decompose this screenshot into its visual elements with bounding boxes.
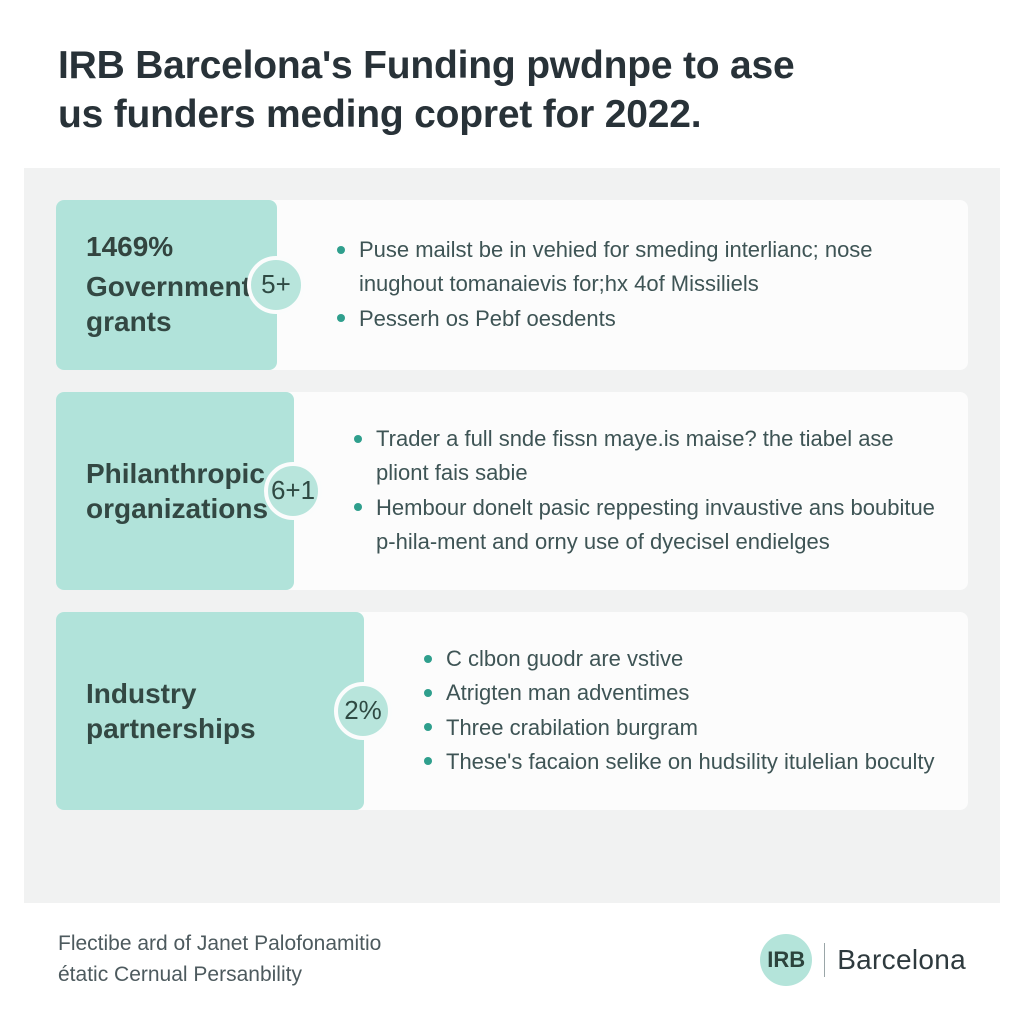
title-line-1: IRB Barcelona's Funding pwdnpe to ase xyxy=(58,44,794,87)
category-card-industry: Industry partnerships 2% xyxy=(56,612,364,810)
logo-divider xyxy=(824,943,825,977)
list-item: Hembour donelt pasic reppesting invausti… xyxy=(354,491,938,559)
page-title: IRB Barcelona's Funding pwdnpe to ase us… xyxy=(58,42,966,140)
category-badge: 5+ xyxy=(247,256,305,314)
bullet-list-industry: C clbon guodr are vstive Atrigten man ad… xyxy=(364,612,968,810)
footer: Flectibe ard of Janet Palofonamitio état… xyxy=(0,903,1024,1024)
bullet-list-philanthropic: Trader a full snde fissn maye.is maise? … xyxy=(294,392,968,590)
funding-row-government: 1469% Government grants 5+ Puse mailst b… xyxy=(56,200,968,370)
list-item: Three crabilation burgram xyxy=(424,711,938,745)
category-badge: 6+1 xyxy=(264,462,322,520)
category-card-government: 1469% Government grants 5+ xyxy=(56,200,277,370)
list-item: Trader a full snde fissn maye.is maise? … xyxy=(354,422,938,490)
category-percent: 1469% xyxy=(86,231,251,263)
category-label: Industry partnerships xyxy=(86,676,338,746)
list-item: Pesserh os Pebf oesdents xyxy=(337,302,938,336)
category-label: Government grants xyxy=(86,269,251,339)
logo-badge: IRB xyxy=(760,934,812,986)
title-line-2: us funders meding copret for 2022. xyxy=(58,93,701,136)
category-card-philanthropic: Philanthropic organizations 6+1 xyxy=(56,392,294,590)
funding-row-industry: Industry partnerships 2% C clbon guodr a… xyxy=(56,612,968,810)
list-item: Atrigten man adventimes xyxy=(424,676,938,710)
logo: IRB Barcelona xyxy=(760,934,966,986)
footer-caption: Flectibe ard of Janet Palofonamitio état… xyxy=(58,929,381,990)
funding-row-philanthropic: Philanthropic organizations 6+1 Trader a… xyxy=(56,392,968,590)
title-block: IRB Barcelona's Funding pwdnpe to ase us… xyxy=(0,0,1024,168)
category-label: Philanthropic organizations xyxy=(86,456,268,526)
list-item: These's facaion selike on hudsility itul… xyxy=(424,745,938,779)
funding-panel: 1469% Government grants 5+ Puse mailst b… xyxy=(24,168,1000,904)
bullet-list-government: Puse mailst be in vehied for smeding int… xyxy=(277,200,968,370)
logo-text: Barcelona xyxy=(837,944,966,976)
list-item: Puse mailst be in vehied for smeding int… xyxy=(337,233,938,301)
list-item: C clbon guodr are vstive xyxy=(424,642,938,676)
category-badge: 2% xyxy=(334,682,392,740)
